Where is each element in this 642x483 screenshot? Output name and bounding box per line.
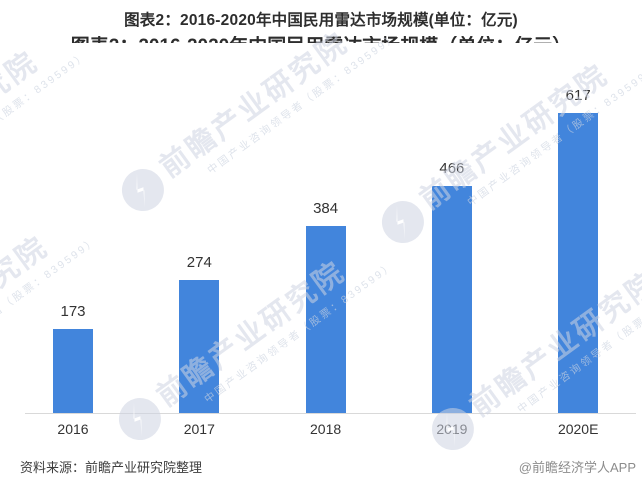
watermark-tile-1: 前瞻产业研究院 中国产业咨询领导者（股票：839599）: [109, 0, 400, 228]
qianzhan-bird-logo-icon: [112, 159, 176, 225]
watermark-main-text: 前瞻产业研究院: [464, 265, 642, 424]
value-label-2018: 384: [313, 200, 339, 217]
watermark-tile-2: 前瞻产业研究院 中国产业咨询领导者（股票：839599）: [369, 26, 642, 260]
bar-2017: [179, 280, 220, 413]
bar-2020E: [558, 113, 599, 413]
x-axis-label-2018: 2018: [310, 421, 342, 437]
x-axis-label-2019: 2019: [436, 421, 468, 437]
clipped-duplicate-title: 图表2：2016-2020年中国民用雷达市场规模（单位：亿元）: [0, 36, 642, 43]
value-label-2017: 274: [186, 254, 212, 271]
watermark-sub-text: 中国产业咨询领导者（股票：839599）: [205, 30, 401, 177]
value-label-2016: 173: [60, 303, 86, 320]
watermark-sub-text: 中国产业咨询领导者（股票：839599）: [465, 62, 642, 209]
clipped-duplicate-title-text: 图表2：2016-2020年中国民用雷达市场规模（单位：亿元）: [71, 36, 571, 43]
watermark-sub-text: 中国产业咨询领导者（股票：839599）: [202, 259, 398, 406]
value-label-2019: 466: [439, 160, 465, 177]
watermark-tile-0: 前瞻产业研究院 中国产业咨询领导者（股票：839599）: [0, 13, 91, 247]
x-axis-label-2016: 2016: [57, 421, 89, 437]
x-axis-line: [25, 413, 636, 414]
app-credit-note: @前瞻经济学人APP: [518, 460, 636, 475]
qianzhan-bird-logo-icon: [372, 191, 436, 257]
bar-2018: [305, 226, 346, 413]
x-axis-label-2020E: 2020E: [557, 421, 599, 437]
bar-2016: [53, 329, 93, 413]
x-axis-label-2017: 2017: [183, 421, 215, 437]
bar-2019: [431, 186, 472, 413]
chart-title: 图表2：2016-2020年中国民用雷达市场规模(单位：亿元): [124, 12, 518, 29]
value-label-2020E: 617: [565, 87, 591, 104]
watermark-sub-text: 中国产业咨询领导者（股票：839599）: [0, 49, 91, 196]
data-source-note: 资料来源：前瞻产业研究院整理: [20, 460, 203, 475]
